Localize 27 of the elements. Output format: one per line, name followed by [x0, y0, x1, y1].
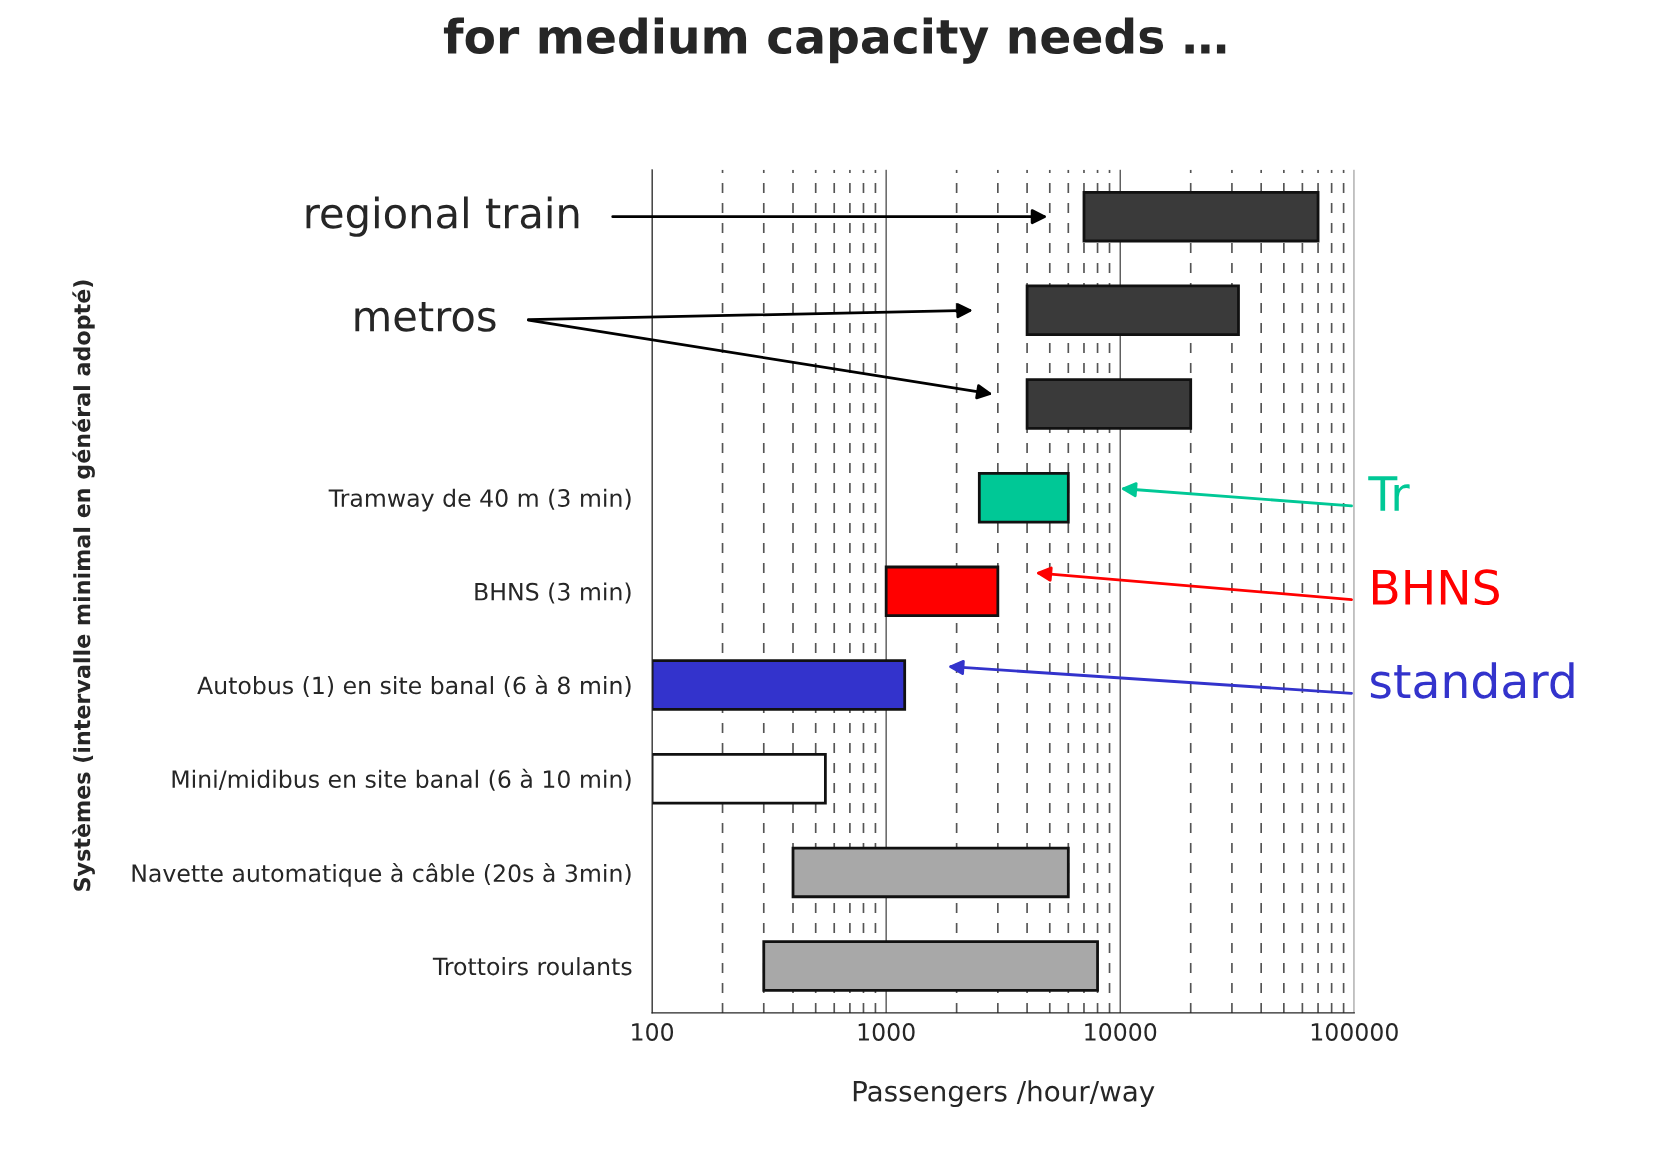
bar — [884, 565, 1000, 618]
x-tick-label: 100 — [632, 1023, 674, 1041]
text: BHNS — [1373, 569, 1499, 606]
x-axis-title: Passengers /hour/way — [853, 1080, 1155, 1108]
y-axis-title: Systèmes (intervalle minimal en général adopté) — [72, 280, 95, 891]
x-tick-label: 1000 — [858, 1023, 915, 1041]
bar — [1082, 190, 1320, 243]
bar — [977, 471, 1070, 524]
chart-title: for medium capacity needs … — [443, 17, 1226, 64]
text: metros — [355, 301, 496, 332]
y-tick-label: Tramway de 40 m (3 min) — [328, 488, 631, 512]
x-tick-label: 100000 — [1311, 1023, 1398, 1041]
bar — [1025, 378, 1193, 430]
y-tick-label: Navette automatique à câble (20s à 3min) — [132, 862, 631, 887]
y-tick-label: Trottoirs roulants — [432, 957, 632, 976]
bar — [762, 940, 1099, 992]
bar — [652, 659, 907, 711]
text: standard — [1370, 662, 1574, 699]
x-tick-label: 10000 — [1085, 1023, 1157, 1041]
text: regional train — [306, 196, 579, 237]
text: Tr — [1368, 476, 1410, 511]
y-tick-label: Autobus (1) en site banal (6 à 8 min) — [197, 675, 631, 698]
bar — [1025, 284, 1240, 337]
bar — [652, 752, 827, 805]
y-tick-label: BHNS (3 min) — [475, 582, 631, 604]
bar — [791, 846, 1070, 899]
y-tick-label: Mini/midibus en site banal (6 à 10 min) — [172, 768, 631, 791]
